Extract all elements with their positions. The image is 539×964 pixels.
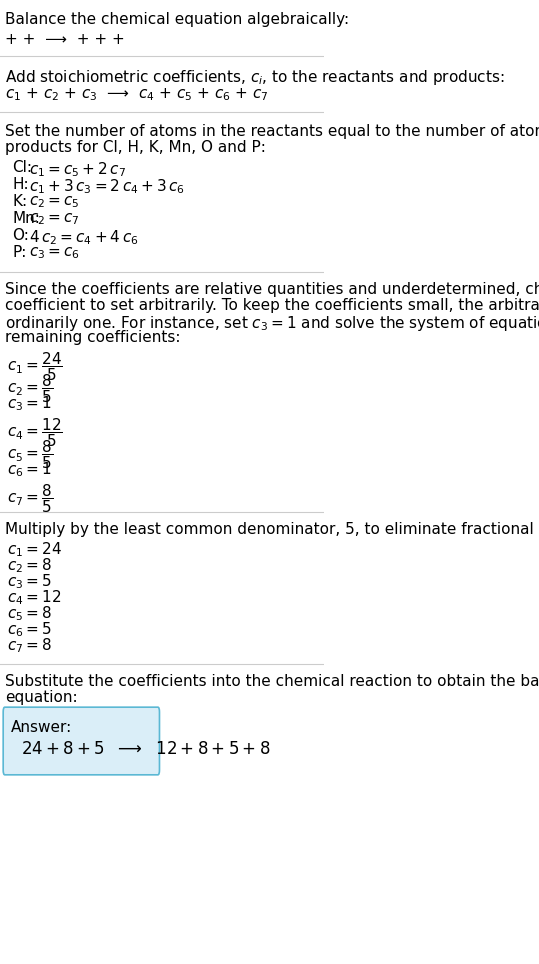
Text: $c_7 = \dfrac{8}{5}$: $c_7 = \dfrac{8}{5}$	[7, 482, 53, 515]
Text: Multiply by the least common denominator, 5, to eliminate fractional coefficient: Multiply by the least common denominator…	[5, 522, 539, 537]
Text: Substitute the coefficients into the chemical reaction to obtain the balanced: Substitute the coefficients into the che…	[5, 674, 539, 689]
Text: Mn:: Mn:	[12, 211, 40, 226]
Text: O:: O:	[12, 228, 29, 243]
Text: H:: H:	[12, 177, 29, 192]
Text: $4\,c_2 = c_4 + 4\,c_6$: $4\,c_2 = c_4 + 4\,c_6$	[29, 228, 139, 247]
Text: $24 + 8 + 5$  $\longrightarrow$  $12 + 8 + 5 + 8$: $24 + 8 + 5$ $\longrightarrow$ $12 + 8 +…	[21, 740, 271, 758]
Text: products for Cl, H, K, Mn, O and P:: products for Cl, H, K, Mn, O and P:	[5, 140, 266, 155]
FancyBboxPatch shape	[3, 708, 160, 775]
Text: $c_3 = 1$: $c_3 = 1$	[7, 394, 52, 413]
Text: + +  ⟶  + + +: + + ⟶ + + +	[5, 32, 125, 47]
Text: $c_5 = \dfrac{8}{5}$: $c_5 = \dfrac{8}{5}$	[7, 438, 53, 470]
Text: $c_4 = \dfrac{12}{5}$: $c_4 = \dfrac{12}{5}$	[7, 416, 63, 449]
Text: $c_3 = 5$: $c_3 = 5$	[7, 572, 52, 591]
Text: $c_7 = 8$: $c_7 = 8$	[7, 636, 52, 655]
Text: $c_1$ + $c_2$ + $c_3$  ⟶  $c_4$ + $c_5$ + $c_6$ + $c_7$: $c_1$ + $c_2$ + $c_3$ ⟶ $c_4$ + $c_5$ + …	[5, 86, 268, 103]
Text: Balance the chemical equation algebraically:: Balance the chemical equation algebraica…	[5, 12, 349, 27]
Text: $c_2 = \dfrac{8}{5}$: $c_2 = \dfrac{8}{5}$	[7, 372, 53, 405]
Text: $c_4 = 12$: $c_4 = 12$	[7, 588, 61, 606]
Text: Cl:: Cl:	[12, 160, 32, 175]
Text: P:: P:	[12, 245, 26, 260]
Text: equation:: equation:	[5, 690, 78, 705]
Text: remaining coefficients:: remaining coefficients:	[5, 330, 181, 345]
Text: $c_3 = c_6$: $c_3 = c_6$	[29, 245, 80, 260]
Text: $c_2 = c_5$: $c_2 = c_5$	[29, 194, 79, 210]
Text: Set the number of atoms in the reactants equal to the number of atoms in the: Set the number of atoms in the reactants…	[5, 124, 539, 139]
Text: $c_6 = 5$: $c_6 = 5$	[7, 620, 52, 639]
Text: Add stoichiometric coefficients, $c_i$, to the reactants and products:: Add stoichiometric coefficients, $c_i$, …	[5, 68, 505, 87]
Text: $c_1 = c_5 + 2\,c_7$: $c_1 = c_5 + 2\,c_7$	[29, 160, 126, 178]
Text: K:: K:	[12, 194, 27, 209]
Text: $c_5 = 8$: $c_5 = 8$	[7, 604, 52, 623]
Text: $c_6 = 1$: $c_6 = 1$	[7, 460, 52, 479]
Text: $c_1 = 24$: $c_1 = 24$	[7, 540, 62, 559]
Text: $c_1 = \dfrac{24}{5}$: $c_1 = \dfrac{24}{5}$	[7, 350, 63, 383]
Text: Since the coefficients are relative quantities and underdetermined, choose a: Since the coefficients are relative quan…	[5, 282, 539, 297]
Text: $c_1 + 3\,c_3 = 2\,c_4 + 3\,c_6$: $c_1 + 3\,c_3 = 2\,c_4 + 3\,c_6$	[29, 177, 185, 196]
Text: ordinarily one. For instance, set $c_3 = 1$ and solve the system of equations fo: ordinarily one. For instance, set $c_3 =…	[5, 314, 539, 333]
Text: $c_2 = 8$: $c_2 = 8$	[7, 556, 52, 575]
Text: Answer:: Answer:	[11, 720, 72, 735]
Text: coefficient to set arbitrarily. To keep the coefficients small, the arbitrary va: coefficient to set arbitrarily. To keep …	[5, 298, 539, 313]
Text: $c_2 = c_7$: $c_2 = c_7$	[29, 211, 79, 227]
